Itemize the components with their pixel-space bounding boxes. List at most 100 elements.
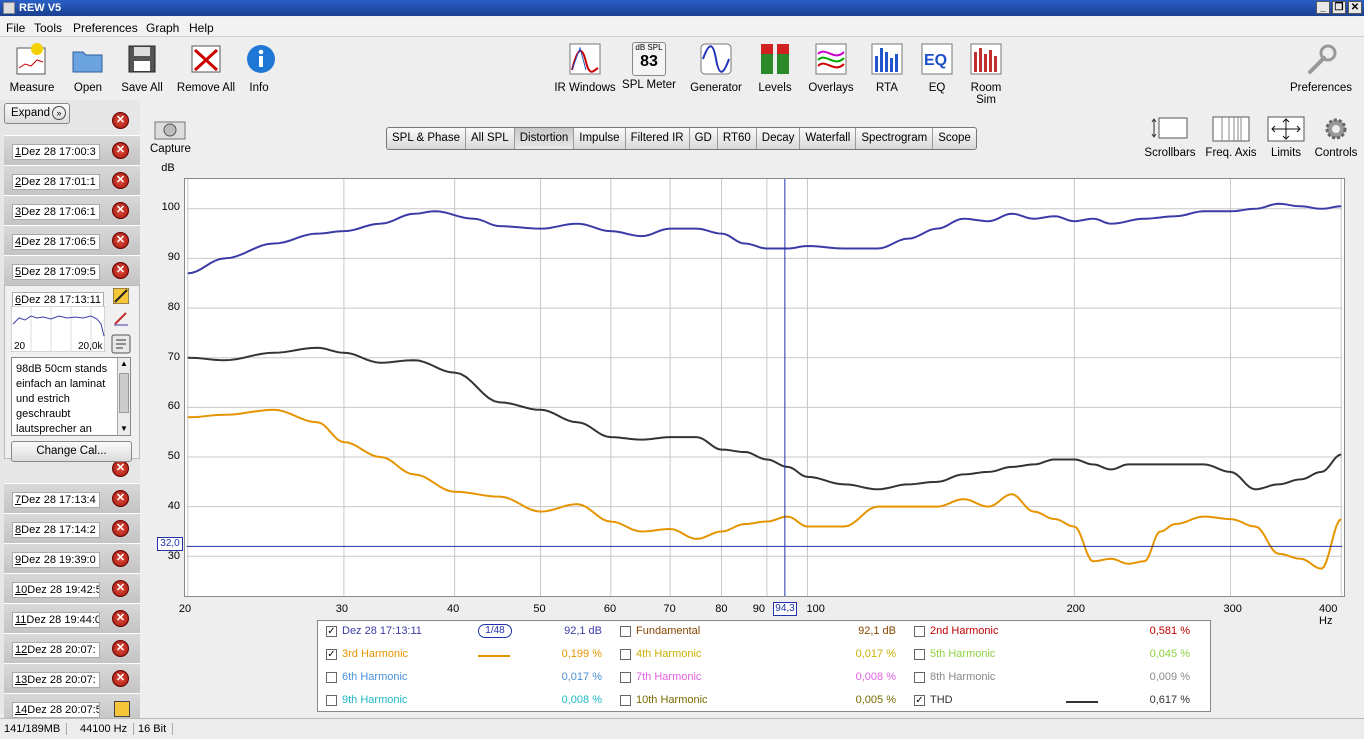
- measurement-item-7[interactable]: 7Dez 28 17:13:4 ✕: [4, 483, 140, 513]
- levels-button[interactable]: Levels: [756, 42, 794, 94]
- tab-distortion[interactable]: Distortion: [514, 128, 575, 149]
- legend-checkbox[interactable]: [326, 672, 337, 683]
- tab-impulse[interactable]: Impulse: [574, 128, 626, 149]
- measure-button[interactable]: Measure: [8, 42, 56, 94]
- minimize-button[interactable]: _: [1316, 1, 1330, 14]
- measurement-item-8[interactable]: 8Dez 28 17:14:2 ✕: [4, 513, 140, 543]
- menu-tools[interactable]: Tools: [34, 21, 63, 35]
- measurement-name[interactable]: 12Dez 28 20:07:: [12, 642, 100, 658]
- remove-measurement-button[interactable]: ✕: [112, 202, 129, 219]
- measurement-name[interactable]: 9Dez 28 19:39:0: [12, 552, 100, 568]
- measurement-name[interactable]: 13Dez 28 20:07:: [12, 672, 100, 688]
- tab-spectrogram[interactable]: Spectrogram: [856, 128, 934, 149]
- tab-all-spl[interactable]: All SPL: [466, 128, 515, 149]
- remove-all-measurements-button[interactable]: ✕: [112, 112, 129, 129]
- save-all-button[interactable]: Save All: [120, 42, 164, 94]
- measurement-name[interactable]: 7Dez 28 17:13:4: [12, 492, 100, 508]
- legend-checkbox[interactable]: ✓: [326, 626, 337, 637]
- tab-rt60[interactable]: RT60: [718, 128, 757, 149]
- menu-file[interactable]: File: [6, 21, 26, 35]
- legend-checkbox[interactable]: ✓: [914, 695, 925, 706]
- remove-measurement-button[interactable]: ✕: [112, 460, 129, 477]
- measurement-name[interactable]: 10Dez 28 19:42:5: [12, 582, 100, 598]
- measurement-item-11[interactable]: 11Dez 28 19:44:0 ✕: [4, 603, 140, 633]
- notes-icon[interactable]: [111, 334, 131, 354]
- edit-icon[interactable]: [114, 701, 130, 717]
- remove-measurement-button[interactable]: ✕: [112, 580, 129, 597]
- limits-button[interactable]: Limits: [1266, 116, 1306, 159]
- remove-measurement-button[interactable]: ✕: [112, 550, 129, 567]
- remove-measurement-button[interactable]: ✕: [112, 262, 129, 279]
- remove-measurement-button[interactable]: ✕: [112, 610, 129, 627]
- notes-scrollbar[interactable]: ▲ ▼: [117, 358, 130, 435]
- remove-measurement-button[interactable]: ✕: [112, 172, 129, 189]
- remove-measurement-button[interactable]: ✕: [112, 232, 129, 249]
- expand-button[interactable]: Expand »: [4, 103, 70, 124]
- legend-checkbox[interactable]: [620, 672, 631, 683]
- preferences-button[interactable]: Preferences: [1288, 42, 1354, 94]
- measurement-item-9[interactable]: 9Dez 28 19:39:0 ✕: [4, 543, 140, 573]
- menu-help[interactable]: Help: [189, 21, 214, 35]
- legend-checkbox[interactable]: [620, 695, 631, 706]
- legend-checkbox[interactable]: [914, 649, 925, 660]
- measurement-name[interactable]: 1Dez 28 17:00:3: [12, 144, 100, 160]
- change-cal-button[interactable]: Change Cal...: [11, 441, 132, 462]
- spl-meter-button[interactable]: dB SPL 83 SPL Meter: [622, 42, 676, 91]
- smoothing-indicator[interactable]: 1/48: [478, 624, 512, 638]
- legend-checkbox[interactable]: [620, 626, 631, 637]
- remove-measurement-button[interactable]: ✕: [112, 490, 129, 507]
- eq-button[interactable]: EQ EQ: [920, 42, 954, 94]
- measurement-name[interactable]: 4Dez 28 17:06:5: [12, 234, 100, 250]
- rta-button[interactable]: RTA: [870, 42, 904, 94]
- measurement-name[interactable]: 14Dez 28 20:07:59: [12, 702, 100, 718]
- scroll-thumb[interactable]: [119, 373, 129, 413]
- legend-checkbox[interactable]: [914, 626, 925, 637]
- measurement-item-10[interactable]: 10Dez 28 19:42:5 ✕: [4, 573, 140, 603]
- ir-windows-button[interactable]: IR Windows: [554, 42, 616, 94]
- capture-button[interactable]: Capture: [150, 118, 191, 155]
- close-window-button[interactable]: ✕: [1348, 1, 1362, 14]
- tab-decay[interactable]: Decay: [757, 128, 801, 149]
- distortion-graph[interactable]: [184, 178, 1345, 597]
- remove-measurement-button[interactable]: ✕: [112, 640, 129, 657]
- generator-button[interactable]: Generator: [690, 42, 742, 94]
- tab-gd[interactable]: GD: [690, 128, 718, 149]
- menu-preferences[interactable]: Preferences: [73, 21, 138, 35]
- tab-spl-phase[interactable]: SPL & Phase: [387, 128, 466, 149]
- info-button[interactable]: Info: [244, 42, 275, 94]
- remove-all-button[interactable]: Remove All: [176, 42, 236, 94]
- edit-icon[interactable]: [113, 288, 129, 304]
- measurement-item-4[interactable]: 4Dez 28 17:06:5 ✕: [4, 225, 140, 255]
- tab-waterfall[interactable]: Waterfall: [800, 128, 857, 149]
- measurement-item-2[interactable]: 2Dez 28 17:01:1 ✕: [4, 165, 140, 195]
- scroll-down-icon[interactable]: ▼: [120, 424, 128, 433]
- menu-graph[interactable]: Graph: [146, 21, 180, 35]
- restore-button[interactable]: ❐: [1332, 1, 1346, 14]
- measurement-name[interactable]: 8Dez 28 17:14:2: [12, 522, 100, 538]
- scroll-up-icon[interactable]: ▲: [120, 359, 128, 368]
- measurement-notes[interactable]: 98dB 50cm stands einfach an laminat und …: [11, 357, 131, 436]
- measurement-item-13[interactable]: 13Dez 28 20:07: ✕: [4, 663, 140, 693]
- controls-button[interactable]: Controls: [1312, 116, 1360, 159]
- legend-checkbox[interactable]: ✓: [326, 649, 337, 660]
- room-sim-button[interactable]: Room Sim: [960, 42, 1012, 106]
- remove-measurement-button[interactable]: ✕: [112, 520, 129, 537]
- measurement-name[interactable]: 3Dez 28 17:06:1: [12, 204, 100, 220]
- freq-axis-button[interactable]: Freq. Axis: [1204, 116, 1258, 159]
- pen-icon[interactable]: [113, 310, 129, 326]
- tab-scope[interactable]: Scope: [938, 132, 971, 144]
- measurement-item-3[interactable]: 3Dez 28 17:06:1 ✕: [4, 195, 140, 225]
- scrollbars-button[interactable]: Scrollbars: [1144, 116, 1196, 159]
- measurement-item-1[interactable]: 1Dez 28 17:00:3 ✕: [4, 135, 140, 165]
- measurement-name[interactable]: 2Dez 28 17:01:1: [12, 174, 100, 190]
- overlays-button[interactable]: Overlays: [806, 42, 856, 94]
- legend-checkbox[interactable]: [620, 649, 631, 660]
- measurement-name[interactable]: 11Dez 28 19:44:0: [12, 612, 100, 628]
- measurement-name[interactable]: 5Dez 28 17:09:5: [12, 264, 100, 280]
- measurement-item-5[interactable]: 5Dez 28 17:09:5 ✕: [4, 255, 140, 285]
- legend-checkbox[interactable]: [914, 672, 925, 683]
- measurement-item-12[interactable]: 12Dez 28 20:07: ✕: [4, 633, 140, 663]
- remove-measurement-button[interactable]: ✕: [112, 142, 129, 159]
- open-button[interactable]: Open: [68, 42, 108, 94]
- legend-checkbox[interactable]: [326, 695, 337, 706]
